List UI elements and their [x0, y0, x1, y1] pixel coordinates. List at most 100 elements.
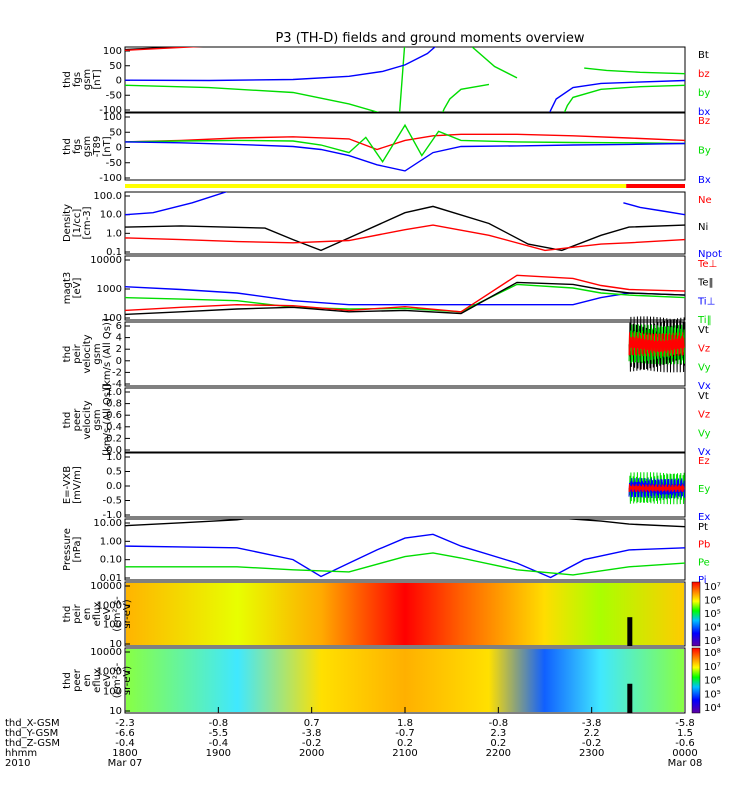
ytick-label: 2	[116, 344, 122, 355]
xaxis-row-label: thd_Z-GSM	[5, 738, 60, 749]
ytick-label: 50	[109, 127, 122, 138]
ylabel-line: fgs	[72, 72, 83, 87]
panel-frame	[124, 46, 686, 113]
series-bx-right	[549, 79, 685, 112]
panel-efield: 1.0 0.5 0.0 -0.5 -1.0 E=-VXB [mV/m] Ez Ey Ex	[62, 452, 710, 523]
xaxis-row-label: 2010	[5, 758, 30, 769]
panel-frame	[124, 452, 686, 518]
xaxis-value: -0.8	[209, 718, 229, 729]
ylabel-line: [km/s (All Qs)]	[102, 384, 113, 456]
xaxis-value: Mar 07	[108, 758, 143, 769]
legend-By: By	[698, 146, 711, 157]
xaxis-value: -0.4	[115, 738, 135, 749]
panel-frame	[124, 191, 686, 255]
series-Npot-right	[623, 202, 685, 216]
ytick-label: 1000	[97, 667, 122, 678]
panel-density: 100.0 10.0 1.0 0.1 Density [1/cc] [cm-3] Ne Ni Np…	[62, 191, 722, 260]
legend-Pb: Pb	[698, 540, 710, 551]
ylabel-line: [nPa]	[72, 536, 83, 562]
ytick-label: 0	[116, 76, 122, 87]
data-gap	[627, 683, 633, 713]
xaxis-value: -0.4	[209, 738, 229, 749]
legend-Ni: Ni	[698, 222, 708, 233]
xaxis-value: Mar 08	[668, 758, 703, 769]
xaxis-value: -0.2	[582, 738, 602, 749]
legend-Npot: Npot	[698, 249, 722, 260]
colorbar-label: 10⁷	[704, 582, 721, 593]
legend-Ez: Ez	[698, 456, 710, 467]
panel-frame	[124, 581, 686, 647]
ylabel-line: thd	[62, 346, 73, 363]
xaxis-value: 1800	[112, 748, 137, 759]
ylabel-line: peer	[72, 668, 83, 692]
ylabel-line: en	[82, 674, 93, 687]
ytick-label: 0.01	[100, 573, 122, 584]
series-by-mid	[442, 83, 490, 112]
legend-Pe: Pe	[698, 557, 710, 568]
ytick-label: 1000	[97, 284, 122, 295]
series-Pe	[125, 552, 685, 576]
xaxis-row-label: thd_X-GSM	[5, 718, 60, 729]
series-Bz	[125, 133, 685, 151]
ytick-label: 4	[116, 333, 122, 344]
mode-bar-red	[626, 184, 685, 188]
ylabel-line: gsm	[82, 136, 93, 157]
ylabel-line: thd	[62, 672, 73, 689]
series-Ne	[125, 224, 685, 252]
colorbar-label: 10⁸	[704, 648, 721, 659]
ytick-label: 1.0	[106, 228, 122, 239]
ylabel-line: [1/cc]	[72, 209, 83, 238]
ylabel-line: eV	[102, 607, 113, 620]
xaxis-value: 2100	[392, 748, 417, 759]
panel-peer_spec: 10⁸ 10⁷ 10⁶ 10⁵ 10⁴ 10000 1000 100 10 thd peer en ef…	[62, 647, 721, 717]
ytick-label: 0.4	[106, 422, 122, 433]
legend-by: by	[698, 88, 710, 99]
ytick-label: -2	[112, 367, 122, 378]
ytick-label: 100	[103, 112, 122, 123]
series-By	[125, 123, 685, 163]
ylabel-line: peir	[72, 603, 83, 623]
legend-Te‖: Te‖	[697, 278, 714, 289]
xaxis-value: -3.8	[302, 728, 322, 739]
xaxis-value: -5.5	[209, 728, 229, 739]
colorbar-label: 10⁵	[704, 609, 721, 620]
ytick-label: 0.6	[106, 410, 122, 421]
ylabel-line: -T89	[92, 136, 103, 158]
ytick-label: 1000	[97, 600, 122, 611]
ylabel-line: eflux	[92, 602, 103, 627]
ylabel-line: thd	[62, 71, 73, 88]
ytick-label: 0.2	[106, 433, 122, 444]
ylabel-line: en	[82, 608, 93, 621]
panel-frame	[124, 387, 686, 453]
series-by-midlow	[471, 47, 518, 79]
panel-peir_spec: 10⁷ 10⁶ 10⁵ 10⁴ 10³ 10000 1000 100 10 thd peir en ef…	[62, 581, 721, 650]
colorbar-label: 10⁶	[704, 596, 721, 607]
colorbar-label: 10⁴	[704, 623, 721, 634]
legend-Ti⊥: Ti⊥	[697, 296, 715, 307]
panel-peer_velocity: 1.00.80.60.40.20.0 thd peer velocity gsm [km/…	[62, 384, 711, 458]
xaxis-value: -0.2	[302, 738, 322, 749]
xaxis-value: 1.8	[397, 718, 413, 729]
ytick-label: 10000	[90, 255, 122, 266]
ytick-label: 100	[103, 46, 122, 57]
series-Pi	[125, 533, 685, 579]
ylabel-line: [mV/m]	[72, 466, 83, 504]
panel-temperature: 10000 1000 100 magt3 [eV] Te⊥ Te‖ Ti⊥ Ti‖	[62, 255, 717, 326]
legend-Vy: Vy	[698, 428, 711, 439]
xaxis-value: -2.3	[115, 718, 135, 729]
xaxis-value: 1.5	[677, 728, 693, 739]
ytick-label: 10000	[90, 581, 122, 592]
ylabel-line: sr-eV)	[122, 599, 133, 628]
ylabel-line: (cm²-s-	[112, 662, 123, 698]
ylabel-line: Pressure	[62, 528, 73, 571]
colorbar-peir_spec	[691, 581, 701, 647]
spectrogram-peir_spec	[126, 583, 684, 645]
ylabel-line: gsm	[92, 343, 103, 364]
xaxis-value: 1900	[206, 748, 231, 759]
ylabel-line: gsm	[92, 409, 103, 430]
xaxis-value: 2300	[579, 748, 604, 759]
ytick-label: 0.0	[106, 481, 122, 492]
ylabel-line: eV	[102, 674, 113, 687]
